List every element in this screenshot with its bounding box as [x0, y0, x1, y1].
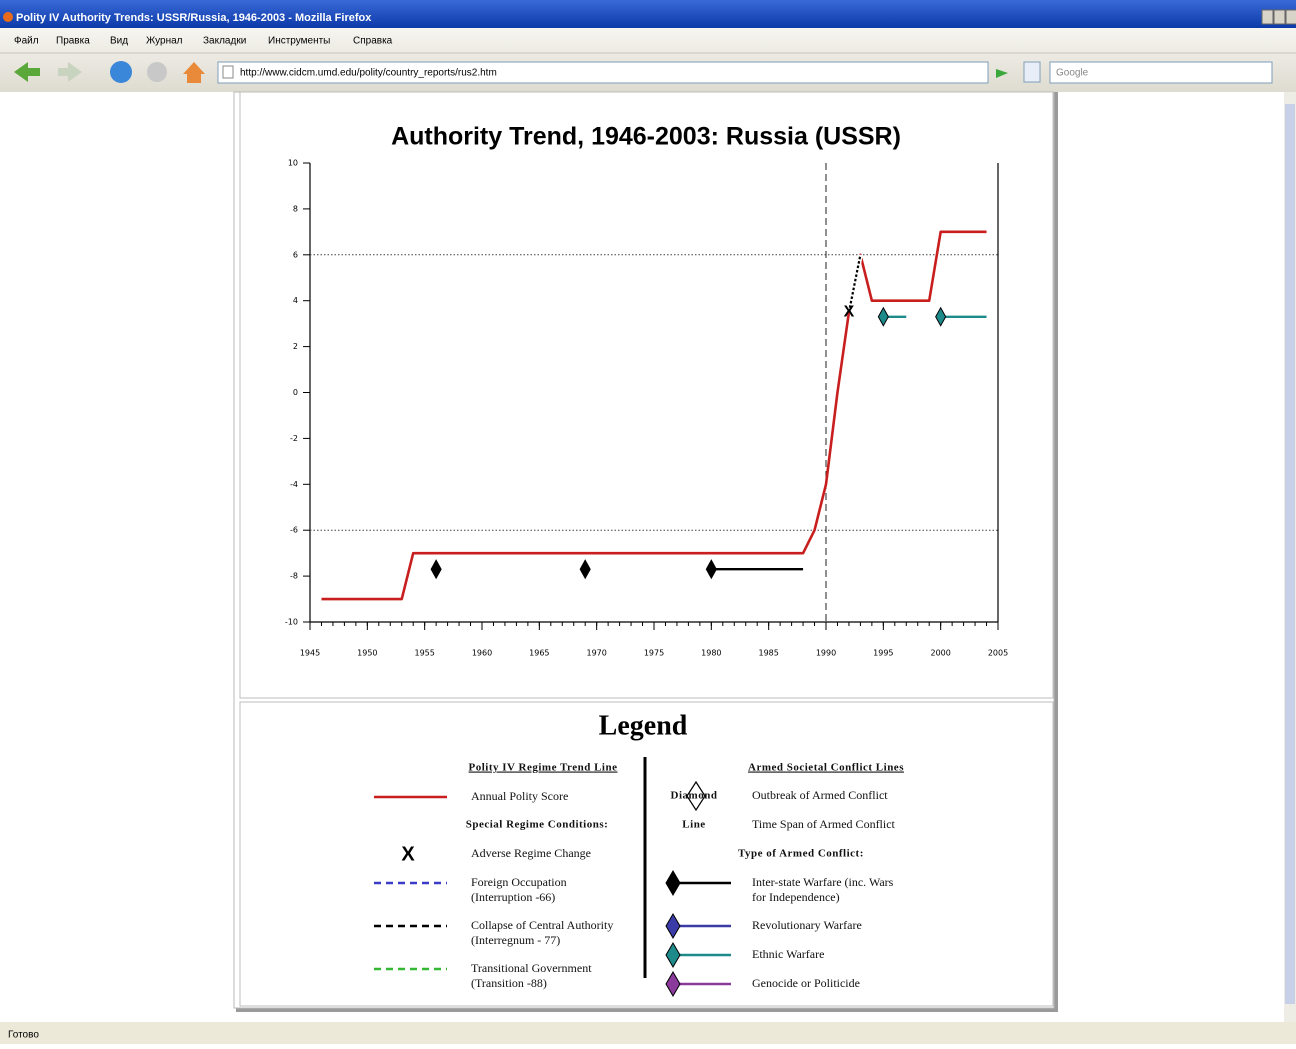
legend-label: Outbreak of Armed Conflict [752, 788, 888, 802]
search-placeholder: Google [1056, 68, 1089, 79]
window-title: Polity IV Authority Trends: USSR/Russia,… [16, 12, 372, 24]
legend-diamond [665, 942, 681, 968]
legend-heading: Special Regime Conditions: [466, 819, 609, 831]
legend-title: Legend [599, 710, 688, 741]
maximize-button[interactable] [1273, 9, 1286, 25]
legend-label: Ethnic Warfare [752, 947, 824, 961]
conflict-diamond [430, 559, 442, 580]
y-tick-label: 4 [293, 296, 298, 305]
x-tick-label: 1985 [758, 649, 778, 658]
y-tick-label: -2 [290, 434, 298, 443]
x-tick-label: 1965 [529, 649, 549, 658]
minimize-button[interactable] [1261, 9, 1274, 25]
menu-item[interactable]: Правка [56, 36, 90, 47]
legend-key: Diamond [671, 790, 718, 802]
y-tick-label: -10 [285, 618, 298, 627]
search-bar[interactable] [1049, 61, 1273, 84]
x-tick-label: 1960 [472, 649, 492, 658]
legend-diamond [665, 971, 681, 997]
menu-item[interactable]: Журнал [146, 36, 183, 47]
legend-code: (Interruption -66) [471, 890, 555, 904]
legend-label: Transitional Government [471, 961, 592, 975]
url-bar[interactable] [217, 61, 989, 84]
stop-button[interactable] [147, 62, 167, 82]
x-tick-label: 2005 [988, 649, 1008, 658]
legend-label: Revolutionary Warfare [752, 918, 862, 932]
x-tick-label: 1945 [300, 649, 320, 658]
x-tick-label: 1995 [873, 649, 893, 658]
chart-panel [239, 91, 1054, 699]
legend-heading: Type of Armed Conflict: [738, 848, 864, 860]
legend-label: Annual Polity Score [471, 789, 568, 803]
legend-label: Foreign Occupation [471, 875, 567, 889]
x-tick-label: 2000 [930, 649, 950, 658]
conflict-diamond [877, 306, 889, 327]
menu-item[interactable]: Вид [110, 36, 128, 47]
menu-bar: Файл Правка Вид Журнал Закладки Инструменты Сп… [14, 36, 393, 47]
forward-button[interactable] [58, 62, 82, 82]
legend-label: Adverse Regime Change [471, 846, 591, 860]
legend-heading: Armed Societal Conflict Lines [748, 762, 904, 774]
menu-item[interactable]: Справка [353, 36, 393, 47]
annotation: X [844, 303, 855, 320]
chart-title: Authority Trend, 1946-2003: Russia (USSR… [391, 123, 901, 151]
reload-button[interactable] [110, 61, 132, 83]
x-tick-label: 1970 [586, 649, 606, 658]
x-tick-label: 1955 [414, 649, 434, 658]
back-button[interactable] [14, 62, 40, 82]
x-tick-label: 1950 [357, 649, 377, 658]
legend-label: Genocide or Politicide [752, 976, 860, 990]
y-tick-label: -8 [290, 572, 298, 581]
conflict-diamond [935, 306, 947, 327]
legend-heading: Polity IV Regime Trend Line [469, 762, 618, 774]
title-bar [0, 0, 1296, 28]
home-button[interactable] [183, 62, 205, 83]
legend-key-diamond [686, 780, 706, 812]
x-tick-label: 1980 [701, 649, 721, 658]
y-tick-label: 2 [293, 342, 298, 351]
legend-diamond [665, 870, 681, 896]
legend-label: Time Span of Armed Conflict [752, 817, 896, 831]
menu-item[interactable]: Инструменты [268, 36, 330, 47]
conflict-diamond [579, 559, 591, 580]
legend-code: (Transition -88) [471, 976, 547, 990]
menu-item[interactable]: Закладки [203, 36, 246, 47]
legend-diamond [665, 913, 681, 939]
legend-label: Collapse of Central Authority [471, 918, 613, 932]
nav-buttons [14, 61, 205, 83]
conflict-diamond [705, 559, 717, 580]
y-tick-label: 0 [293, 388, 298, 397]
legend-code: (Interregnum - 77) [471, 933, 560, 947]
menu-item[interactable]: Файл [14, 36, 39, 47]
status-text: Готово [8, 1030, 39, 1041]
close-button[interactable] [1285, 9, 1296, 25]
y-tick-label: 8 [293, 204, 298, 213]
legend-label: for Independence) [752, 890, 840, 904]
y-tick-label: -6 [290, 526, 298, 535]
legend-label: Inter-state Warfare (inc. Wars [752, 875, 894, 889]
y-tick-label: 10 [288, 159, 298, 168]
go-button[interactable] [996, 69, 1008, 78]
legend-symbol: X [401, 843, 415, 865]
condition-line [847, 254, 862, 313]
legend-key: Line [682, 819, 705, 831]
url-text: http://www.cidcm.umd.edu/polity/country_… [240, 68, 497, 79]
y-tick-label: 6 [293, 250, 298, 259]
status-bar [0, 1022, 1296, 1044]
window-controls [1261, 9, 1296, 25]
page-icon [222, 65, 234, 79]
search-engine-button[interactable] [1023, 61, 1041, 83]
app-icon [3, 12, 13, 22]
x-tick-label: 1990 [816, 649, 836, 658]
scroll-thumb[interactable] [1285, 104, 1295, 1004]
series-line [321, 230, 987, 601]
x-tick-label: 1975 [644, 649, 664, 658]
y-tick-label: -4 [290, 480, 298, 489]
